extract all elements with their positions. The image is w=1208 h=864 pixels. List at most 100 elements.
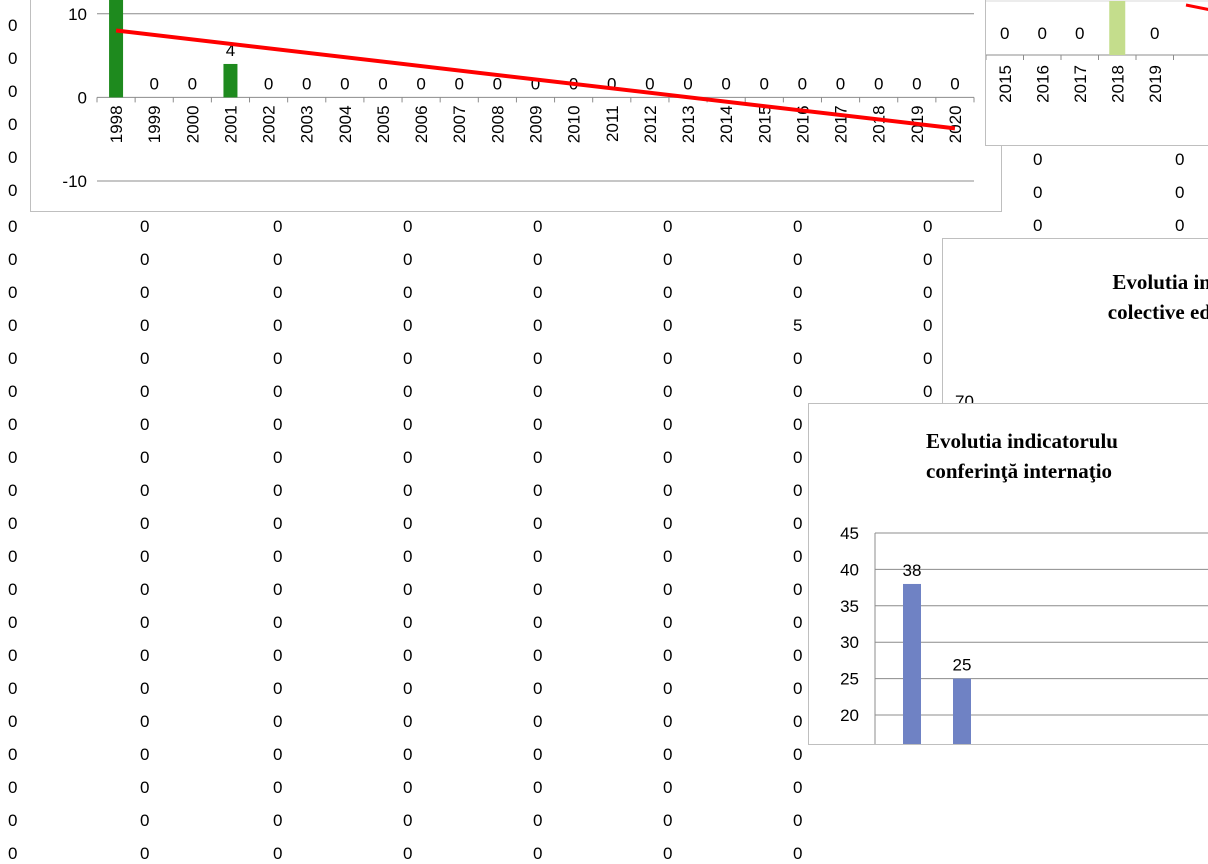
sheet-cell-right: 0 (1175, 150, 1185, 169)
sheet-cell: 0 (923, 349, 933, 368)
sheet-cell: 0 (793, 811, 803, 830)
sheet-cell: 0 (8, 547, 18, 566)
chart-colective-panel[interactable]: Evolutia in colective ed 70 (942, 238, 1208, 420)
sheet-cell: 0 (663, 349, 673, 368)
sheet-cell: 0 (533, 283, 543, 302)
data-label: 0 (836, 74, 845, 93)
sheet-cell: 0 (533, 448, 543, 467)
y-tick-label: 40 (840, 560, 859, 579)
sheet-cell: 0 (793, 745, 803, 764)
x-tick-label: 2018 (1108, 65, 1127, 103)
sheet-cell: 0 (273, 646, 283, 665)
chart-title: Evolutia indicatorulu (926, 429, 1118, 453)
sheet-cell: 0 (140, 811, 150, 830)
sheet-cell: 0 (793, 646, 803, 665)
sheet-cell: 0 (533, 580, 543, 599)
sheet-cell: 0 (663, 283, 673, 302)
data-label: 0 (149, 74, 158, 93)
sheet-cell: 0 (8, 349, 18, 368)
x-tick-label: 2015 (996, 65, 1015, 103)
sheet-cell: 0 (8, 613, 18, 632)
x-tick-label: 2016 (1033, 65, 1052, 103)
x-tick-label: 2012 (641, 105, 660, 143)
sheet-cell: 0 (8, 745, 18, 764)
chart-blue-bars-panel[interactable]: Evolutia indicatorulu conferinţă internaţ… (808, 403, 1208, 745)
sheet-cell: 0 (793, 415, 803, 434)
sheet-cell: 0 (663, 217, 673, 236)
sheet-cell: 0 (533, 415, 543, 434)
sheet-cell: 0 (403, 415, 413, 434)
sheet-cell: 0 (8, 217, 18, 236)
sheet-cell: 0 (140, 316, 150, 335)
sheet-cell: 0 (403, 712, 413, 731)
chart-title: Evolutia in (1112, 270, 1208, 294)
sheet-cell: 0 (140, 547, 150, 566)
sheet-cell: 0 (923, 382, 933, 401)
bar (1109, 1, 1126, 55)
sheet-cell-left: 0 (8, 82, 18, 101)
sheet-cell: 0 (140, 712, 150, 731)
chart-top-right-panel[interactable]: 0 2015 0 2016 0 2017 2018 0 2019 (985, 0, 1208, 146)
sheet-cell: 0 (273, 415, 283, 434)
data-label: 0 (1038, 24, 1047, 43)
sheet-cell: 0 (140, 844, 150, 863)
x-tick-label: 2004 (336, 105, 355, 143)
sheet-cell: 0 (923, 217, 933, 236)
sheet-cell: 0 (663, 514, 673, 533)
data-label: 0 (455, 74, 464, 93)
x-tick-label: 2013 (679, 105, 698, 143)
y-tick-label: 45 (840, 524, 859, 543)
sheet-cell: 0 (793, 679, 803, 698)
sheet-cell-left: 0 (8, 115, 18, 134)
sheet-cell: 0 (140, 514, 150, 533)
data-label: 0 (950, 74, 959, 93)
sheet-cell: 0 (273, 316, 283, 335)
sheet-cell: 0 (663, 580, 673, 599)
data-label: 0 (683, 74, 692, 93)
sheet-cell-left: 0 (8, 148, 18, 167)
sheet-cell: 0 (8, 283, 18, 302)
sheet-cell: 0 (663, 547, 673, 566)
sheet-cell: 0 (793, 481, 803, 500)
sheet-cell: 0 (273, 844, 283, 863)
data-label: 25 (953, 656, 972, 675)
sheet-cell: 0 (663, 778, 673, 797)
chart-green-bars: -10 0 10 1998 0 1999 0 2000 4 2001 0 2002 0 2003 0 2004… (62, 0, 975, 191)
x-tick-label: 2018 (870, 105, 889, 143)
sheet-cell: 0 (533, 844, 543, 863)
sheet-cell: 0 (140, 481, 150, 500)
y-tick-label: -10 (62, 172, 87, 191)
x-tick-label: 2007 (450, 105, 469, 143)
sheet-cell: 0 (273, 679, 283, 698)
sheet-cell: 0 (663, 448, 673, 467)
sheet-cell: 0 (8, 811, 18, 830)
data-label: 4 (226, 41, 235, 60)
sheet-cell: 0 (140, 283, 150, 302)
data-label: 0 (1075, 24, 1084, 43)
x-tick-label: 2000 (183, 105, 202, 143)
sheet-cell: 0 (403, 349, 413, 368)
sheet-cell: 0 (8, 448, 18, 467)
sheet-cell: 0 (140, 778, 150, 797)
x-tick-label: 1998 (107, 105, 126, 143)
y-tick-label: 30 (840, 633, 859, 652)
sheet-cell: 0 (533, 481, 543, 500)
sheet-cell: 0 (793, 448, 803, 467)
x-tick-label: 2009 (527, 105, 546, 143)
trendline (115, 28, 956, 131)
sheet-cell: 0 (533, 679, 543, 698)
x-tick-label: 2006 (412, 105, 431, 143)
sheet-cell: 0 (8, 481, 18, 500)
chart-green-bars-panel[interactable]: -10 0 10 1998 0 1999 0 2000 4 2001 0 2002 0 2003 0 2004… (30, 0, 1002, 212)
sheet-cell: 0 (403, 481, 413, 500)
sheet-cell: 0 (533, 613, 543, 632)
sheet-cell: 0 (663, 745, 673, 764)
data-label: 0 (874, 74, 883, 93)
data-label: 0 (721, 74, 730, 93)
x-tick-label: 2015 (755, 105, 774, 143)
sheet-cell: 0 (663, 712, 673, 731)
sheet-cell: 0 (140, 745, 150, 764)
sheet-cell: 0 (403, 217, 413, 236)
sheet-cell: 0 (793, 349, 803, 368)
